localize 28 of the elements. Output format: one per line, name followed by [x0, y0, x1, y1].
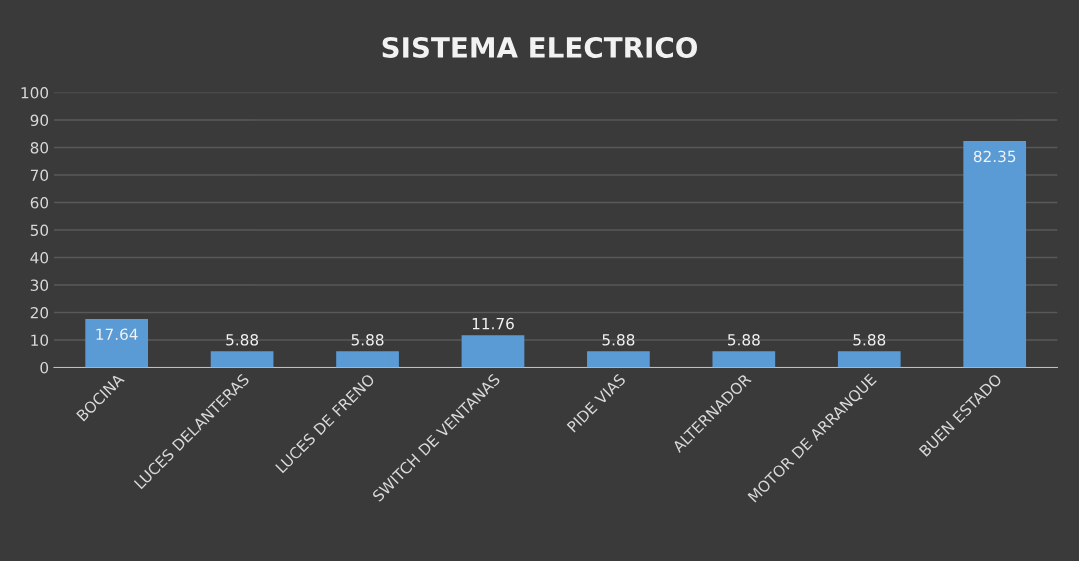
bar	[461, 335, 525, 368]
y-tick-label: 70	[30, 169, 49, 182]
y-tick-label: 40	[30, 251, 49, 264]
data-label: 5.88	[728, 334, 760, 346]
y-tick-label: 0	[40, 361, 49, 374]
bar	[963, 141, 1027, 368]
bar	[336, 351, 399, 368]
data-label: 5.88	[226, 334, 259, 346]
bar	[587, 351, 650, 368]
data-label: 5.88	[351, 334, 384, 346]
bar	[85, 318, 149, 368]
data-label: 17.64	[96, 328, 138, 341]
data-label: 11.76	[472, 317, 514, 330]
y-tick-label: 10	[31, 334, 49, 346]
y-tick-label: 20	[30, 306, 49, 319]
data-label: 82.35	[973, 150, 1016, 163]
y-tick-label: 100	[21, 87, 49, 99]
y-tick-label: 30	[30, 279, 49, 292]
data-label: 5.88	[853, 334, 886, 346]
y-tick-label: 90	[30, 114, 49, 127]
bar	[712, 351, 776, 368]
y-tick-label: 80	[30, 142, 49, 154]
y-tick-label: 50	[30, 224, 49, 237]
chart-title: SISTEMA ELECTRICO	[382, 36, 697, 58]
y-tick-label: 60	[30, 196, 49, 209]
data-label: 5.88	[602, 334, 635, 346]
bar	[837, 351, 901, 368]
bar	[210, 351, 274, 368]
